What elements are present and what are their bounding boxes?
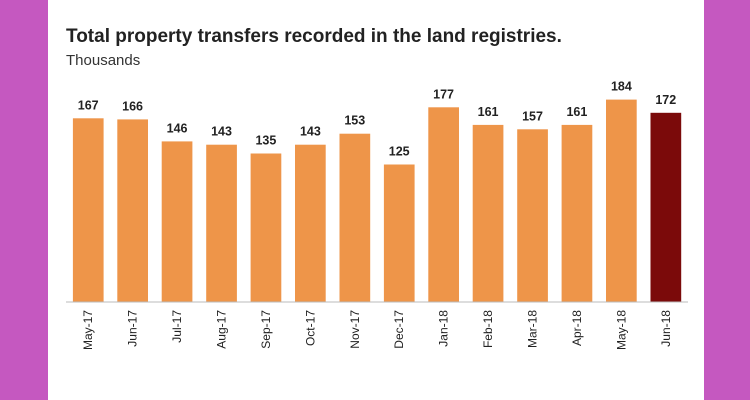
x-tick-label-jun-17: Jun-17	[126, 310, 140, 347]
bar-jan-18	[428, 107, 459, 302]
bar-chart: 167 166 146 143 135 143 153 125 177 161 157 161 184 1…	[66, 80, 688, 350]
bar-may-17	[72, 118, 104, 302]
bar-feb-18	[472, 124, 504, 303]
data-label-jan-18: 177	[433, 87, 454, 101]
bar-aug-17	[206, 144, 237, 302]
x-tick-label-nov-17: Nov-17	[348, 310, 362, 349]
x-tick-label-jan-18: Jan-18	[437, 310, 451, 347]
bar-dec-17	[383, 164, 415, 302]
bar-jul-17	[161, 141, 193, 302]
x-tick-label-jun-18: Jun-18	[659, 310, 673, 347]
x-tick-label-may-18: May-18	[614, 310, 628, 350]
data-label-apr-18: 161	[566, 105, 587, 119]
bar-nov-17	[339, 133, 371, 302]
bar-apr-18	[561, 124, 593, 303]
chart-subtitle: Thousands	[66, 52, 141, 69]
data-label-oct-17: 143	[300, 125, 321, 139]
data-label-dec-17: 125	[389, 145, 410, 159]
data-label-may-17: 167	[78, 98, 99, 112]
data-label-jun-17: 166	[122, 99, 143, 113]
x-tick-label-mar-18: Mar-18	[526, 310, 540, 348]
data-label-feb-18: 161	[478, 105, 499, 119]
data-label-jul-17: 146	[167, 121, 188, 135]
bar-jun-18	[650, 112, 682, 302]
data-label-jun-18: 172	[655, 93, 676, 107]
x-tick-label-jul-17: Jul-17	[170, 310, 184, 343]
chart-title: Total property transfers recorded in the…	[66, 26, 562, 47]
x-tick-label-apr-18: Apr-18	[570, 310, 584, 346]
data-label-may-18: 184	[611, 80, 632, 94]
data-label-sep-17: 135	[255, 134, 276, 148]
bar-jun-17	[117, 119, 148, 303]
bar-sep-17	[250, 153, 282, 302]
x-tick-label-oct-17: Oct-17	[303, 310, 317, 346]
x-tick-label-sep-17: Sep-17	[259, 310, 273, 349]
data-label-mar-18: 157	[522, 109, 543, 123]
data-label-nov-17: 153	[344, 114, 365, 128]
x-tick-label-aug-17: Aug-17	[215, 310, 229, 349]
data-label-aug-17: 143	[211, 125, 232, 139]
chart-panel: Total property transfers recorded in the…	[48, 0, 704, 400]
x-tick-label-dec-17: Dec-17	[392, 310, 406, 349]
x-tick-label-may-17: May-17	[81, 310, 95, 350]
bar-may-18	[606, 99, 637, 302]
x-tick-label-feb-18: Feb-18	[481, 310, 495, 348]
bar-oct-17	[295, 144, 326, 302]
bar-mar-18	[517, 129, 548, 302]
